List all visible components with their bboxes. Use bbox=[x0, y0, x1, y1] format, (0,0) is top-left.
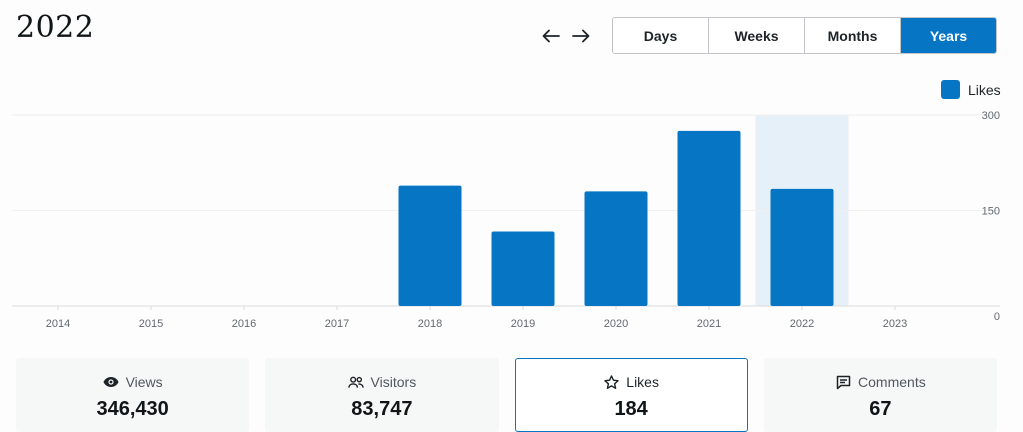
interval-weeks-button[interactable]: Weeks bbox=[709, 18, 805, 53]
x-tick-label: 2017 bbox=[325, 318, 349, 330]
x-tick-label: 2015 bbox=[139, 318, 163, 330]
x-tick-label: 2023 bbox=[883, 318, 907, 330]
x-tick-label: 2016 bbox=[232, 318, 256, 330]
interval-years-button[interactable]: Years bbox=[901, 18, 996, 53]
card-likes[interactable]: Likes 184 bbox=[514, 358, 748, 432]
y-tick-label: 300 bbox=[982, 110, 1000, 122]
previous-period-button[interactable] bbox=[541, 26, 561, 46]
x-tick-label: 2021 bbox=[697, 318, 721, 330]
people-icon bbox=[347, 374, 364, 390]
bar-2022[interactable] bbox=[770, 188, 834, 306]
x-tick-label: 2014 bbox=[46, 318, 70, 330]
eye-icon bbox=[103, 374, 119, 390]
period-title: 2022 bbox=[16, 10, 95, 45]
x-tick-label: 2020 bbox=[604, 318, 628, 330]
star-icon bbox=[603, 374, 619, 390]
interval-days-button[interactable]: Days bbox=[613, 18, 709, 53]
bar-2019[interactable] bbox=[491, 231, 555, 306]
legend-swatch bbox=[941, 80, 960, 99]
x-tick-label: 2018 bbox=[418, 318, 442, 330]
stats-cards: Views 346,430 Visitors 83,747 Likes 184 … bbox=[16, 358, 997, 432]
next-period-button[interactable] bbox=[571, 26, 591, 46]
card-label: Likes bbox=[626, 374, 659, 390]
y-tick-label: 150 bbox=[982, 206, 1000, 218]
card-views[interactable]: Views 346,430 bbox=[16, 358, 250, 432]
chart-legend: Likes bbox=[941, 80, 1001, 99]
card-visitors[interactable]: Visitors 83,747 bbox=[265, 358, 499, 432]
card-label: Comments bbox=[858, 374, 926, 390]
arrow-left-icon bbox=[542, 29, 560, 43]
card-label: Visitors bbox=[370, 374, 417, 390]
card-label: Views bbox=[125, 374, 163, 390]
interval-toggle: Days Weeks Months Years bbox=[612, 17, 997, 54]
x-tick-label: 2022 bbox=[790, 318, 814, 330]
likes-bar-chart: 300 150 0 2014 2015 2016 2017 2018 2019 2020 2021 2… bbox=[12, 110, 1000, 330]
card-value: 67 bbox=[869, 398, 892, 420]
bar-2018[interactable] bbox=[398, 185, 462, 306]
arrow-right-icon bbox=[572, 29, 590, 43]
period-navigation bbox=[541, 26, 591, 46]
bar-2021[interactable] bbox=[677, 130, 741, 306]
card-value: 184 bbox=[614, 398, 648, 420]
bar-2020[interactable] bbox=[584, 191, 648, 306]
comment-icon bbox=[835, 374, 851, 390]
legend-label: Likes bbox=[968, 81, 1001, 98]
card-value: 346,430 bbox=[96, 398, 169, 420]
card-comments[interactable]: Comments 67 bbox=[763, 358, 997, 432]
y-tick-label: 0 bbox=[994, 311, 1000, 323]
x-tick-label: 2019 bbox=[511, 318, 535, 330]
interval-months-button[interactable]: Months bbox=[805, 18, 901, 53]
card-value: 83,747 bbox=[351, 398, 413, 420]
